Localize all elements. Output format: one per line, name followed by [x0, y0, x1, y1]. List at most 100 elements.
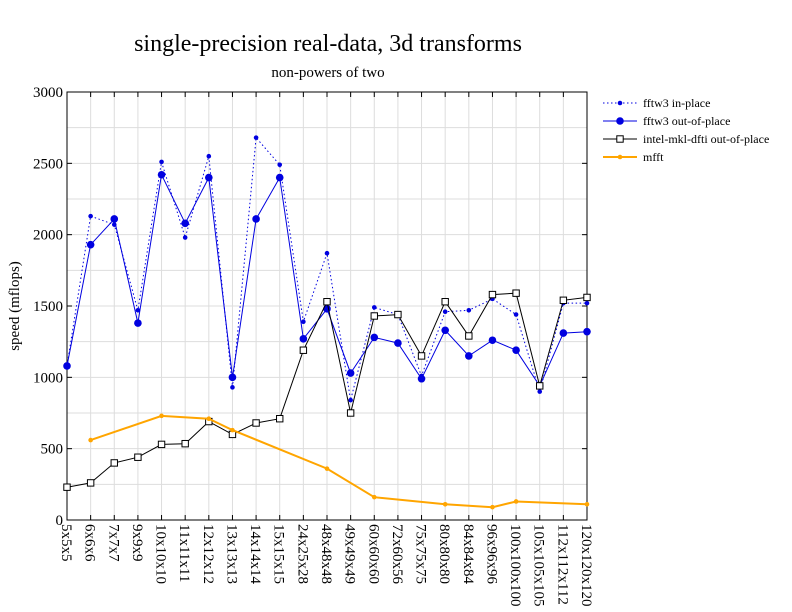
- data-point: [252, 419, 260, 427]
- data-point: [63, 362, 71, 370]
- y-tick-label: 1500: [33, 299, 63, 315]
- data-point: [583, 293, 591, 302]
- data-point: [110, 459, 118, 467]
- data-point: [370, 312, 378, 320]
- data-point: [134, 319, 142, 327]
- legend-label: fftw3 out-of-place: [643, 114, 730, 128]
- data-point: [346, 369, 355, 377]
- data-point: [394, 339, 402, 347]
- data-point: [252, 215, 260, 223]
- x-tick-label: 96x96x96: [483, 524, 499, 585]
- data-point: [371, 305, 377, 310]
- y-tick-label: 1000: [33, 370, 63, 386]
- data-point: [230, 385, 235, 390]
- data-point: [466, 307, 472, 313]
- series-line: [66, 136, 587, 401]
- data-point: [584, 502, 590, 507]
- series-line: [90, 414, 588, 509]
- data-point: [348, 397, 353, 403]
- x-tick-label: 15x15x15: [271, 524, 287, 584]
- data-point: [88, 437, 93, 443]
- x-tick-label: 105x105x105: [531, 524, 547, 607]
- data-point: [371, 494, 377, 500]
- x-tick-label: 60x60x60: [365, 524, 381, 584]
- data-point: [490, 504, 495, 510]
- x-tick-label: 12x12x12: [200, 524, 216, 584]
- data-point: [182, 235, 188, 240]
- data-point: [442, 502, 448, 507]
- data-point: [205, 173, 213, 182]
- data-point: [370, 333, 379, 342]
- data-point: [86, 479, 95, 487]
- data-point: [276, 415, 284, 423]
- data-point: [441, 326, 449, 335]
- axes: 0 500 1000 1500 2000 2500 3000 5x5x5 6x6x6 7x7x7 9…: [33, 85, 594, 607]
- data-point: [512, 346, 520, 355]
- data-point: [536, 382, 544, 390]
- data-point: [394, 310, 402, 319]
- data-point: [488, 290, 497, 299]
- y-tick-label: 500: [41, 442, 64, 458]
- x-tick-label: 72x60x56: [389, 524, 405, 585]
- data-point: [513, 312, 519, 317]
- x-tick-label: 5x5x5: [58, 524, 74, 562]
- legend-label: mfft: [643, 150, 664, 164]
- legend-item: mfft: [603, 150, 664, 164]
- legend-marker: [617, 154, 623, 160]
- data-point: [417, 374, 426, 383]
- data-point: [157, 440, 166, 449]
- legend-label: fftw3 in-place: [643, 96, 710, 110]
- data-point: [417, 352, 426, 360]
- x-tick-label: 112x112x112: [554, 524, 570, 605]
- data-point: [63, 483, 71, 491]
- legend-item: intel-mkl-dfti out-of-place: [603, 132, 769, 146]
- legend-item: fftw3 out-of-place: [603, 114, 730, 128]
- y-tick-label: 2500: [33, 156, 63, 172]
- y-tick-label: 0: [56, 513, 64, 529]
- data-point: [134, 453, 142, 461]
- data-point: [228, 373, 237, 382]
- data-point: [465, 332, 473, 340]
- data-point: [206, 153, 212, 159]
- chart-title: single-precision real-data, 3d transform…: [134, 31, 522, 57]
- x-tick-label: 10x10x10: [153, 524, 169, 584]
- data-point: [88, 213, 93, 219]
- x-tick-label: 13x13x13: [223, 524, 239, 584]
- x-tick-label: 6x6x6: [82, 524, 98, 562]
- data-point: [135, 307, 141, 313]
- x-tick-label: 120x120x120: [578, 524, 594, 607]
- x-tick-label: 100x100x100: [507, 524, 523, 607]
- data-point: [181, 439, 189, 448]
- legend-label: intel-mkl-dfti out-of-place: [643, 132, 769, 146]
- data-point: [275, 173, 284, 182]
- data-point: [465, 352, 473, 360]
- data-point: [513, 499, 519, 504]
- data-point: [584, 300, 590, 306]
- x-tick-label: 24x25x28: [294, 524, 310, 584]
- data-point: [559, 329, 568, 337]
- legend-marker: [616, 117, 624, 125]
- x-tick-label: 14x14x14: [247, 524, 263, 585]
- series-4: [88, 413, 590, 510]
- series-3: [63, 289, 591, 491]
- data-point: [537, 389, 543, 394]
- data-point: [488, 336, 497, 345]
- data-point: [324, 466, 330, 471]
- legend: fftw3 in-place fftw3 out-of-place intel-mk…: [603, 96, 769, 164]
- data-point: [86, 240, 95, 249]
- data-point: [442, 309, 448, 315]
- y-tick-label: 2000: [33, 228, 63, 244]
- data-point: [324, 250, 330, 256]
- data-point: [206, 416, 212, 422]
- data-point: [110, 215, 119, 223]
- x-tick-label: 75x75x75: [413, 524, 429, 584]
- data-point: [299, 335, 308, 343]
- x-tick-label: 7x7x7: [105, 524, 121, 562]
- y-tick-label: 3000: [33, 85, 63, 101]
- data-point: [157, 170, 166, 179]
- y-axis-label: speed (mflops): [7, 261, 23, 351]
- data-point: [159, 413, 164, 419]
- x-tick-label: 48x48x48: [318, 524, 334, 584]
- data-point: [559, 296, 568, 304]
